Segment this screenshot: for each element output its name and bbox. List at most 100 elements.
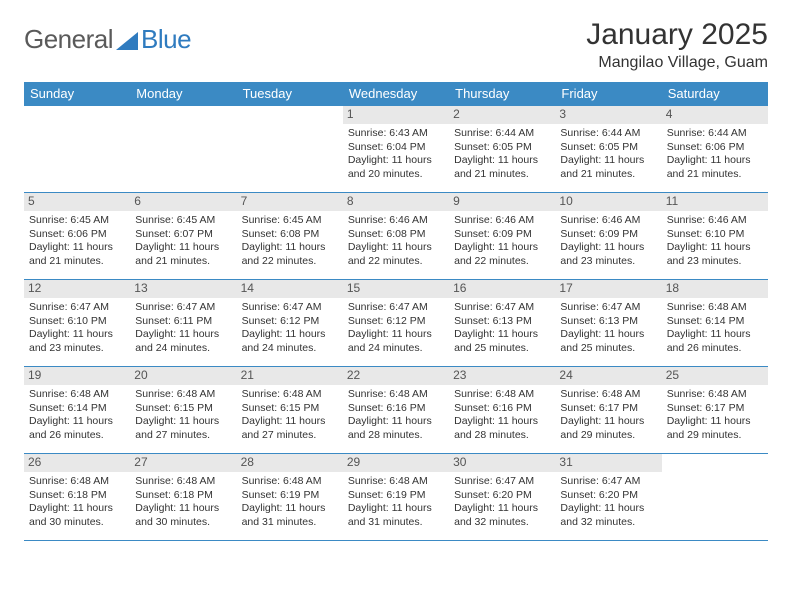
daylight-line: Daylight: 11 hours and 27 minutes. <box>242 415 338 442</box>
sunset-line: Sunset: 6:18 PM <box>135 489 231 502</box>
sunrise-line: Sunrise: 6:48 AM <box>29 388 125 401</box>
sunrise-line: Sunrise: 6:47 AM <box>454 475 550 488</box>
sunrise-line: Sunrise: 6:47 AM <box>242 301 338 314</box>
sunset-line: Sunset: 6:19 PM <box>242 489 338 502</box>
daylight-line: Daylight: 11 hours and 22 minutes. <box>454 241 550 268</box>
day-number: 15 <box>343 280 449 298</box>
day-number: 22 <box>343 367 449 385</box>
day-number: 31 <box>555 454 661 472</box>
day-cell: 25Sunrise: 6:48 AMSunset: 6:17 PMDayligh… <box>662 367 768 453</box>
day-number: 13 <box>130 280 236 298</box>
brand-part1: General <box>24 24 113 55</box>
daylight-line: Daylight: 11 hours and 27 minutes. <box>135 415 231 442</box>
day-number: 30 <box>449 454 555 472</box>
day-cell <box>130 106 236 192</box>
day-cell: 10Sunrise: 6:46 AMSunset: 6:09 PMDayligh… <box>555 193 661 279</box>
sunrise-line: Sunrise: 6:46 AM <box>348 214 444 227</box>
sunrise-line: Sunrise: 6:46 AM <box>454 214 550 227</box>
day-cell: 4Sunrise: 6:44 AMSunset: 6:06 PMDaylight… <box>662 106 768 192</box>
day-number: 12 <box>24 280 130 298</box>
sunset-line: Sunset: 6:12 PM <box>348 315 444 328</box>
daylight-line: Daylight: 11 hours and 21 minutes. <box>454 154 550 181</box>
day-cell: 8Sunrise: 6:46 AMSunset: 6:08 PMDaylight… <box>343 193 449 279</box>
daylight-line: Daylight: 11 hours and 21 minutes. <box>667 154 763 181</box>
sunset-line: Sunset: 6:10 PM <box>667 228 763 241</box>
sunrise-line: Sunrise: 6:48 AM <box>667 301 763 314</box>
sunset-line: Sunset: 6:15 PM <box>242 402 338 415</box>
daylight-line: Daylight: 11 hours and 20 minutes. <box>348 154 444 181</box>
daylight-line: Daylight: 11 hours and 26 minutes. <box>29 415 125 442</box>
day-number: 17 <box>555 280 661 298</box>
day-cell: 18 Sunrise: 6:48 AMSunset: 6:14 PMDayligh… <box>662 280 768 366</box>
day-cell: 1Sunrise: 6:43 AMSunset: 6:04 PMDaylight… <box>343 106 449 192</box>
day-cell <box>237 106 343 192</box>
day-cell: 2Sunrise: 6:44 AMSunset: 6:05 PMDaylight… <box>449 106 555 192</box>
daylight-line: Daylight: 11 hours and 30 minutes. <box>29 502 125 529</box>
daylight-line: Daylight: 11 hours and 32 minutes. <box>454 502 550 529</box>
daylight-line: Daylight: 11 hours and 28 minutes. <box>348 415 444 442</box>
sunrise-line: Sunrise: 6:48 AM <box>454 388 550 401</box>
sunrise-line: Sunrise: 6:47 AM <box>454 301 550 314</box>
header: General Blue January 2025 Mangilao Villa… <box>24 18 768 72</box>
day-cell <box>662 454 768 540</box>
day-number: 20 <box>130 367 236 385</box>
daylight-line: Daylight: 11 hours and 26 minutes. <box>667 328 763 355</box>
weekday-friday: Friday <box>555 82 661 106</box>
brand-triangle-icon <box>115 29 139 51</box>
day-cell: 16Sunrise: 6:47 AMSunset: 6:13 PMDayligh… <box>449 280 555 366</box>
sunset-line: Sunset: 6:11 PM <box>135 315 231 328</box>
sunset-line: Sunset: 6:13 PM <box>454 315 550 328</box>
sunset-line: Sunset: 6:08 PM <box>348 228 444 241</box>
sunset-line: Sunset: 6:14 PM <box>29 402 125 415</box>
day-number: 8 <box>343 193 449 211</box>
weekday-saturday: Saturday <box>662 82 768 106</box>
sunset-line: Sunset: 6:04 PM <box>348 141 444 154</box>
sunrise-line: Sunrise: 6:48 AM <box>348 388 444 401</box>
location-label: Mangilao Village, Guam <box>586 54 768 72</box>
day-number: 6 <box>130 193 236 211</box>
sunrise-line: Sunrise: 6:47 AM <box>348 301 444 314</box>
week-row: 5 Sunrise: 6:45 AMSunset: 6:06 PM Daylight… <box>24 193 768 280</box>
day-cell: 27Sunrise: 6:48 AMSunset: 6:18 PMDayligh… <box>130 454 236 540</box>
sunset-line: Sunset: 6:06 PM <box>29 228 125 241</box>
day-number: 19 <box>24 367 130 385</box>
day-cell: 21 Sunrise: 6:48 AMSunset: 6:15 PMDayligh… <box>237 367 343 453</box>
sunrise-line: Sunrise: 6:48 AM <box>242 388 338 401</box>
sunset-line: Sunset: 6:09 PM <box>560 228 656 241</box>
sunrise-line: Sunrise: 6:48 AM <box>135 388 231 401</box>
day-number: 21 <box>237 367 343 385</box>
sunrise-line: Sunrise: 6:45 AM <box>29 214 125 227</box>
day-number: 24 <box>555 367 661 385</box>
weeks-container: 1Sunrise: 6:43 AMSunset: 6:04 PMDaylight… <box>24 106 768 541</box>
weekday-header-row: SundayMondayTuesdayWednesdayThursdayFrid… <box>24 82 768 106</box>
sunset-line: Sunset: 6:12 PM <box>242 315 338 328</box>
day-number: 7 <box>237 193 343 211</box>
day-cell: 22 Sunrise: 6:48 AMSunset: 6:16 PMDayligh… <box>343 367 449 453</box>
week-row: 19Sunrise: 6:48 AMSunset: 6:14 PMDayligh… <box>24 367 768 454</box>
day-cell: 26Sunrise: 6:48 AMSunset: 6:18 PMDayligh… <box>24 454 130 540</box>
day-number: 3 <box>555 106 661 124</box>
sunset-line: Sunset: 6:19 PM <box>348 489 444 502</box>
day-number: 18 <box>662 280 768 298</box>
sunset-line: Sunset: 6:10 PM <box>29 315 125 328</box>
day-number: 25 <box>662 367 768 385</box>
day-cell: 6Sunrise: 6:45 AMSunset: 6:07 PMDaylight… <box>130 193 236 279</box>
sunset-line: Sunset: 6:15 PM <box>135 402 231 415</box>
sunrise-line: Sunrise: 6:44 AM <box>667 127 763 140</box>
day-cell: 3Sunrise: 6:44 AMSunset: 6:05 PMDaylight… <box>555 106 661 192</box>
weekday-sunday: Sunday <box>24 82 130 106</box>
sunrise-line: Sunrise: 6:47 AM <box>29 301 125 314</box>
daylight-line: Daylight: 11 hours and 25 minutes. <box>454 328 550 355</box>
sunset-line: Sunset: 6:07 PM <box>135 228 231 241</box>
sunset-line: Sunset: 6:16 PM <box>348 402 444 415</box>
day-number: 14 <box>237 280 343 298</box>
day-cell: 23Sunrise: 6:48 AMSunset: 6:16 PMDayligh… <box>449 367 555 453</box>
sunset-line: Sunset: 6:06 PM <box>667 141 763 154</box>
daylight-line: Daylight: 11 hours and 23 minutes. <box>667 241 763 268</box>
day-cell: 12Sunrise: 6:47 AMSunset: 6:10 PMDayligh… <box>24 280 130 366</box>
day-number: 29 <box>343 454 449 472</box>
sunrise-line: Sunrise: 6:44 AM <box>454 127 550 140</box>
sunset-line: Sunset: 6:14 PM <box>667 315 763 328</box>
day-cell: 19 Sunrise: 6:48 AMSunset: 6:14 PMDayligh… <box>24 367 130 453</box>
day-number: 5 <box>24 193 130 211</box>
